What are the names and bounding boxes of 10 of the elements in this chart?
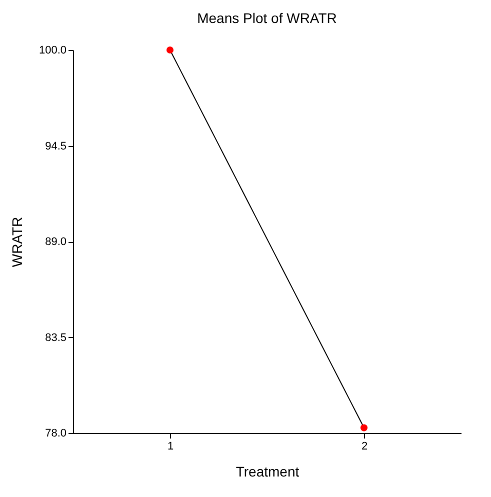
x-axis-title: Treatment [236, 464, 300, 480]
y-tick-label: 94.5 [45, 140, 66, 152]
x-tick-label: 1 [167, 440, 174, 452]
y-tick-label: 100.0 [38, 44, 66, 56]
x-tick-label: 2 [361, 440, 368, 452]
chart-title: Means Plot of WRATR [197, 10, 337, 26]
y-tick-label: 89.0 [45, 236, 66, 248]
y-axis-title: WRATR [8, 216, 25, 268]
y-tick-label: 83.5 [45, 332, 66, 344]
y-tick-label: 78.0 [45, 428, 66, 440]
